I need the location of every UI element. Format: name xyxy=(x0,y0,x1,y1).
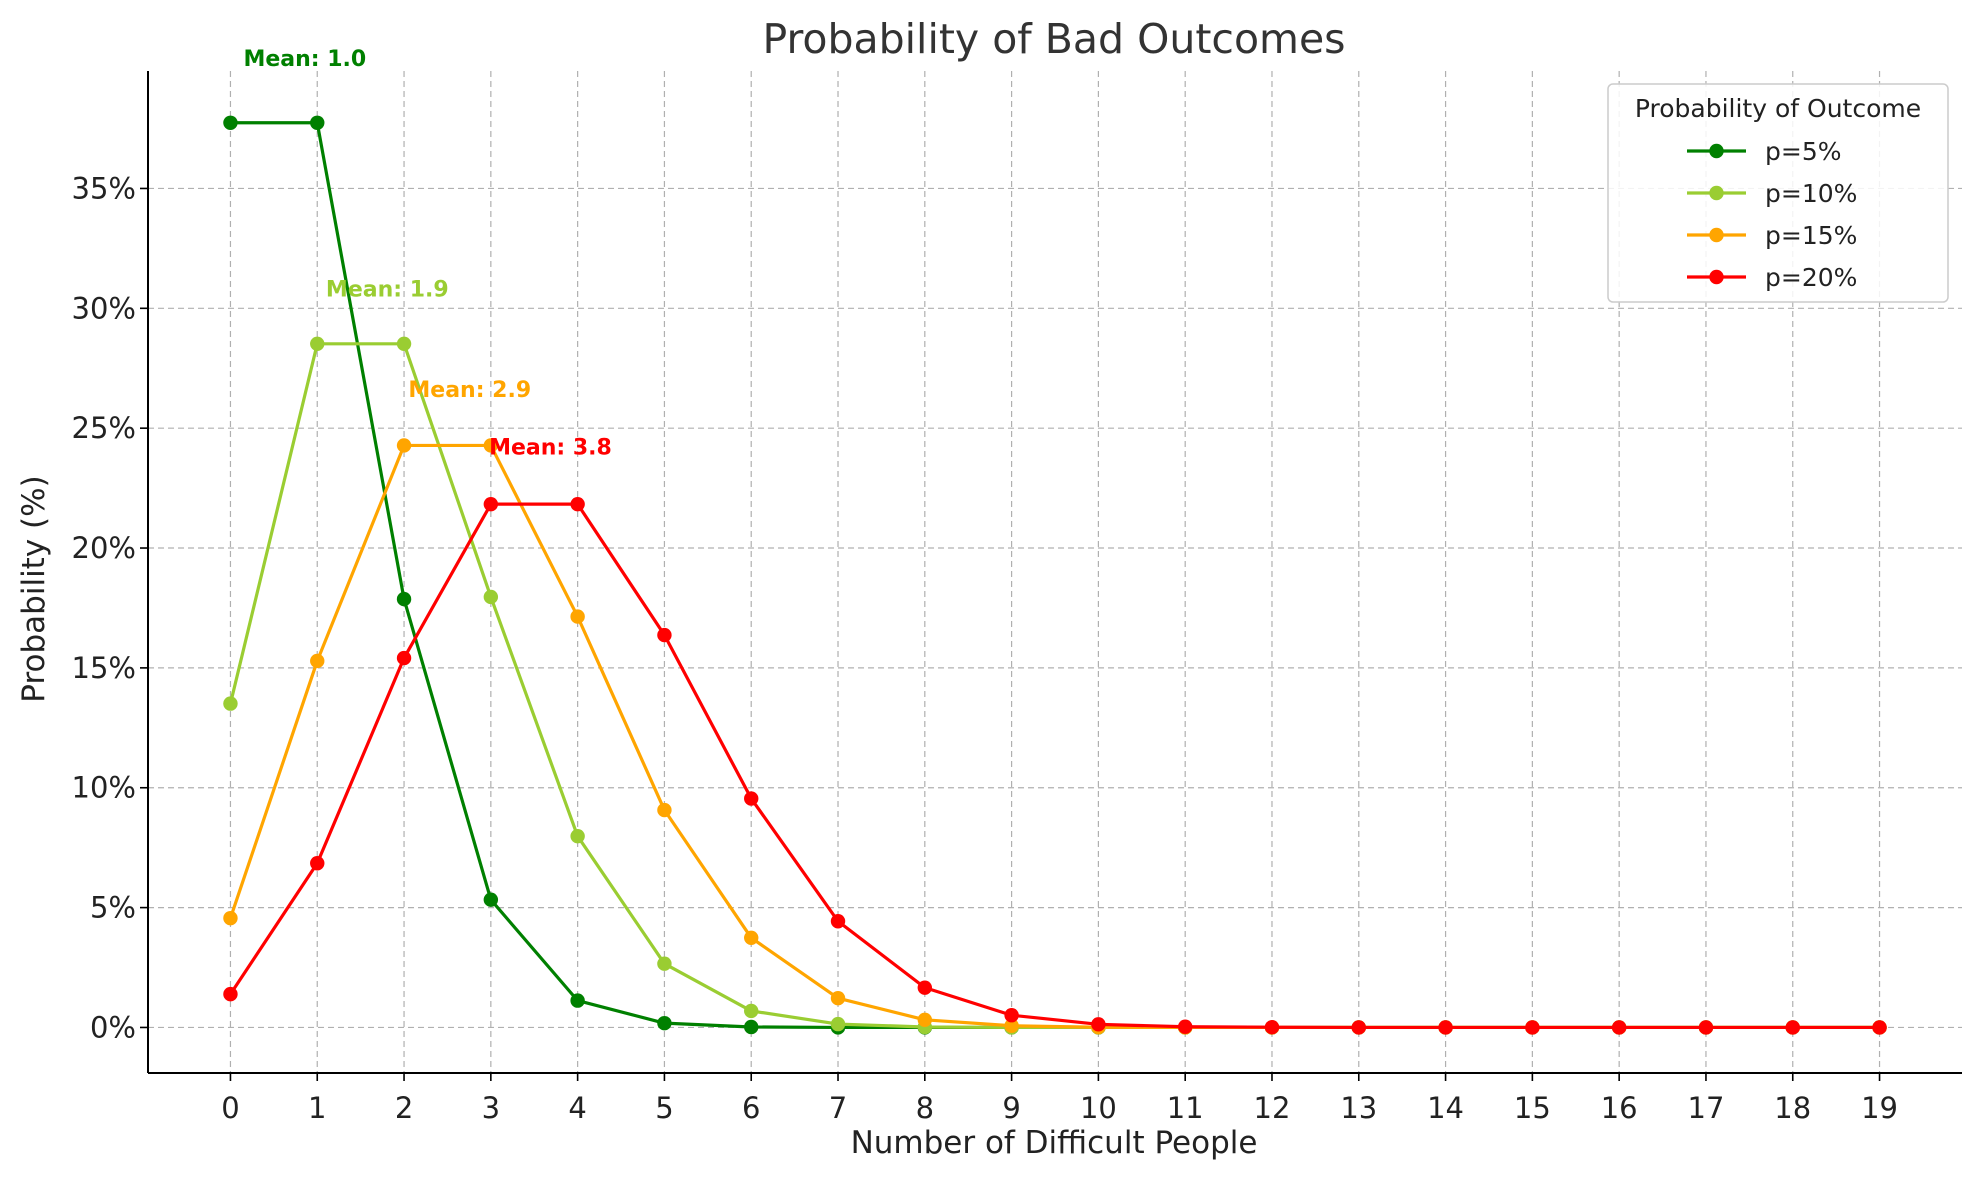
data-point xyxy=(1872,1020,1887,1035)
data-point xyxy=(396,650,412,666)
x-tick-label: 7 xyxy=(829,1091,847,1125)
data-point xyxy=(1091,1017,1106,1032)
data-point xyxy=(570,828,585,844)
data-point xyxy=(223,910,238,926)
data-point xyxy=(1004,1018,1019,1033)
data-point xyxy=(830,991,846,1006)
series-p=20% xyxy=(223,496,1887,1035)
y-tick-label: 10% xyxy=(72,771,136,805)
data-point xyxy=(917,980,933,995)
mean-annotations: Mean: 1.0 Mean: 1.9 Mean: 2.9 Mean: 3.8 xyxy=(243,47,611,460)
x-tick-label: 19 xyxy=(1861,1091,1898,1125)
data-point xyxy=(744,1019,759,1035)
x-tick-label: 1 xyxy=(308,1091,326,1125)
legend-box xyxy=(1607,83,1949,303)
data-point xyxy=(657,802,672,818)
data-point xyxy=(1698,1020,1714,1035)
legend-swatch-marker xyxy=(1709,269,1724,285)
mean-annotation: Mean: 1.0 xyxy=(243,47,366,72)
data-point xyxy=(657,627,672,643)
y-tick-label: 20% xyxy=(72,531,136,565)
x-tick-label: 12 xyxy=(1254,1091,1291,1125)
data-point xyxy=(570,993,585,1008)
data-point xyxy=(223,696,238,711)
x-tick-label: 4 xyxy=(568,1091,586,1125)
legend-entry-label: p=10% xyxy=(1765,179,1857,208)
x-tick-label: 10 xyxy=(1080,1091,1117,1125)
x-tick-label: 2 xyxy=(395,1091,413,1125)
legend: Probability of Outcome p=5% p=10% p=15% p=20… xyxy=(1607,83,1949,303)
data-point xyxy=(483,589,499,605)
grid xyxy=(148,71,1962,1073)
x-tick-label: 16 xyxy=(1601,1091,1638,1125)
data-point xyxy=(917,1012,933,1027)
data-point xyxy=(1611,1020,1627,1035)
x-tick-label: 11 xyxy=(1167,1091,1204,1125)
data-point xyxy=(1004,1008,1019,1023)
y-tick-label: 30% xyxy=(72,291,136,325)
mean-annotation: Mean: 2.9 xyxy=(408,378,531,403)
mean-annotation: Mean: 1.9 xyxy=(326,277,449,302)
data-point xyxy=(483,892,499,907)
x-tick-label: 8 xyxy=(916,1091,934,1125)
data-point xyxy=(1785,1020,1800,1035)
legend-swatch-marker xyxy=(1709,185,1724,201)
data-point xyxy=(1264,1020,1280,1035)
y-tick-label: 25% xyxy=(72,411,136,445)
legend-swatch-marker xyxy=(1709,227,1724,243)
y-tick-label: 15% xyxy=(72,651,136,685)
y-tick-label: 0% xyxy=(90,1010,136,1044)
chart-title: Probability of Bad Outcomes xyxy=(762,15,1345,63)
data-point xyxy=(570,609,585,624)
data-point xyxy=(1438,1020,1453,1035)
data-point xyxy=(1177,1019,1193,1034)
x-tick-label: 3 xyxy=(482,1091,500,1125)
x-tick-label: 9 xyxy=(1002,1091,1020,1125)
data-point xyxy=(744,791,759,806)
legend-title: Probability of Outcome xyxy=(1635,94,1921,123)
data-point xyxy=(310,856,325,871)
data-point xyxy=(310,115,325,130)
legend-entry-label: p=5% xyxy=(1765,137,1841,166)
y-tick-label: 35% xyxy=(72,171,136,205)
y-tick-label: 5% xyxy=(90,891,136,925)
axes: 0 1 2 3 4 5 6 7 8 9 10 11 12 13 14 15 16 17 18 190%5%10%15%… xyxy=(72,71,1962,1125)
x-axis-label: Number of Difficult People xyxy=(851,1125,1258,1161)
legend-entry-label: p=20% xyxy=(1765,263,1857,292)
x-tick-label: 18 xyxy=(1774,1091,1811,1125)
data-point xyxy=(657,1015,672,1031)
data-point xyxy=(483,438,499,453)
data-point xyxy=(657,956,672,971)
data-point xyxy=(396,438,412,453)
data-point xyxy=(1525,1020,1540,1035)
data-point xyxy=(310,653,325,669)
x-tick-label: 0 xyxy=(221,1091,239,1125)
mean-annotation: Mean: 3.8 xyxy=(489,436,612,461)
data-point xyxy=(830,914,846,929)
data-point xyxy=(223,115,238,130)
data-point xyxy=(744,1003,759,1019)
legend-swatch-marker xyxy=(1709,143,1724,159)
x-tick-label: 14 xyxy=(1427,1091,1464,1125)
data-point xyxy=(570,496,585,512)
x-tick-label: 13 xyxy=(1340,1091,1377,1125)
legend-entry-label: p=15% xyxy=(1765,221,1857,250)
series-lines xyxy=(223,115,1887,1035)
data-point xyxy=(396,591,412,607)
data-point xyxy=(1351,1020,1366,1035)
y-axis-label: Probability (%) xyxy=(16,475,52,702)
data-point xyxy=(396,336,412,351)
data-point xyxy=(310,336,325,351)
x-tick-label: 5 xyxy=(655,1091,673,1125)
series-line xyxy=(229,502,1880,1030)
data-point xyxy=(830,1016,846,1032)
x-tick-label: 6 xyxy=(742,1091,760,1125)
data-point xyxy=(223,986,238,1002)
data-point xyxy=(483,496,499,512)
x-tick-label: 17 xyxy=(1688,1091,1725,1125)
data-point xyxy=(744,930,759,946)
x-tick-label: 15 xyxy=(1514,1091,1551,1125)
